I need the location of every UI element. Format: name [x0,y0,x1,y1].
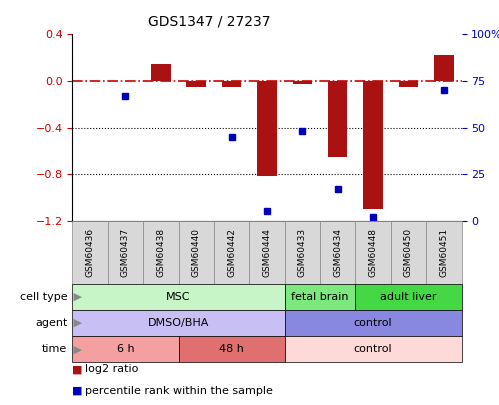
Text: GSM60440: GSM60440 [192,228,201,277]
Bar [222,81,242,87]
Text: GSM60442: GSM60442 [227,228,236,277]
Text: log2 ratio: log2 ratio [85,364,138,375]
Text: DMSO/BHA: DMSO/BHA [148,318,209,328]
Bar [151,64,171,81]
Text: GSM60434: GSM60434 [333,228,342,277]
Text: ▶: ▶ [70,318,82,328]
Text: fetal brain: fetal brain [291,292,349,302]
Bar [434,55,454,81]
Text: ■: ■ [72,364,83,375]
Text: GSM60436: GSM60436 [85,228,94,277]
Text: GSM60437: GSM60437 [121,228,130,277]
Bar [363,81,383,209]
Text: ■: ■ [72,386,83,396]
Text: MSC: MSC [166,292,191,302]
Text: GSM60438: GSM60438 [156,228,165,277]
Bar [187,81,206,87]
Text: percentile rank within the sample: percentile rank within the sample [85,386,273,396]
Text: GSM60444: GSM60444 [262,228,271,277]
Bar [328,81,347,157]
Text: GDS1347 / 27237: GDS1347 / 27237 [148,14,271,28]
Bar [292,81,312,85]
Text: agent: agent [35,318,67,328]
Bar [257,81,276,177]
Text: GSM60451: GSM60451 [440,228,449,277]
Text: control: control [354,344,392,354]
Text: 6 h: 6 h [117,344,134,354]
Text: GSM60448: GSM60448 [369,228,378,277]
Bar [399,81,418,87]
Text: GSM60450: GSM60450 [404,228,413,277]
Text: GSM60433: GSM60433 [298,228,307,277]
Text: ▶: ▶ [70,344,82,354]
Text: cell type: cell type [20,292,67,302]
Text: ▶: ▶ [70,292,82,302]
Text: time: time [42,344,67,354]
Text: control: control [354,318,392,328]
Text: adult liver: adult liver [380,292,437,302]
Text: 48 h: 48 h [219,344,244,354]
